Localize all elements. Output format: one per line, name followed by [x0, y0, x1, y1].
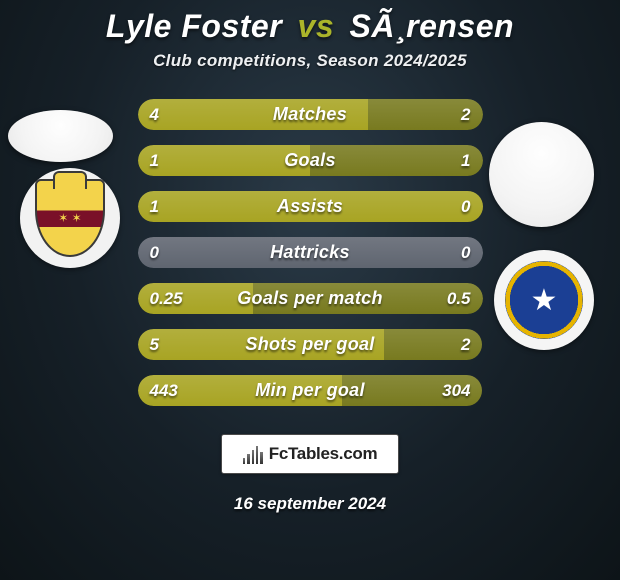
stat-value-right: 0: [449, 237, 482, 268]
player2-avatar: [489, 122, 594, 227]
stat-bars: 42Matches11Goals10Assists00Hattricks0.25…: [138, 99, 483, 406]
stat-value-right: 0.5: [435, 283, 483, 314]
stat-value-left: 4: [138, 99, 171, 130]
stat-value-left: 1: [138, 191, 171, 222]
player2-name: SÃ¸rensen: [350, 8, 515, 44]
source-logo-text: FcTables.com: [269, 444, 378, 464]
vs-label: vs: [298, 8, 335, 44]
club-crest-icon: [35, 179, 105, 257]
stat-value-right: 2: [449, 99, 482, 130]
stat-value-right: 1: [449, 145, 482, 176]
comparison-title: Lyle Foster vs SÃ¸rensen: [0, 8, 620, 45]
stat-value-left: 5: [138, 329, 171, 360]
stat-bar: 0.250.5Goals per match: [138, 283, 483, 314]
stat-bar: 00Hattricks: [138, 237, 483, 268]
player1-club-badge: [20, 168, 120, 268]
subtitle: Club competitions, Season 2024/2025: [0, 51, 620, 71]
stat-bar: 11Goals: [138, 145, 483, 176]
source-logo: FcTables.com: [221, 434, 399, 474]
stat-bar: 10Assists: [138, 191, 483, 222]
stat-bar: 42Matches: [138, 99, 483, 130]
stat-value-right: 304: [430, 375, 482, 406]
stat-value-left: 1: [138, 145, 171, 176]
club-crest-icon: [505, 261, 583, 339]
stat-value-left: 0.25: [138, 283, 195, 314]
player1-avatar: [8, 110, 113, 162]
stat-value-left: 0: [138, 237, 171, 268]
player1-name: Lyle Foster: [106, 8, 282, 44]
barchart-icon: [243, 444, 263, 464]
stat-value-right: 0: [449, 191, 482, 222]
snapshot-date: 16 september 2024: [0, 494, 620, 514]
stat-bar: 443304Min per goal: [138, 375, 483, 406]
stat-bar: 52Shots per goal: [138, 329, 483, 360]
player2-club-badge: [494, 250, 594, 350]
stat-value-right: 2: [449, 329, 482, 360]
stat-value-left: 443: [138, 375, 190, 406]
